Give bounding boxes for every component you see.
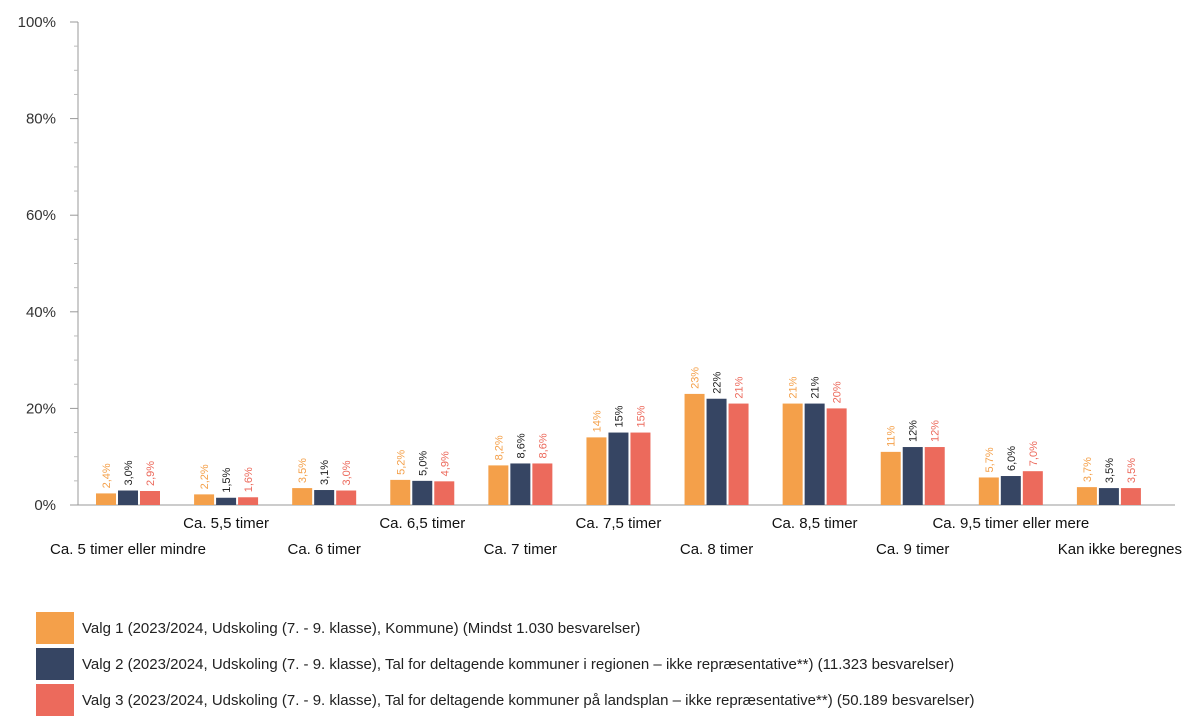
y-tick-label: 20% — [26, 400, 56, 417]
bar — [586, 437, 607, 505]
legend-swatch — [36, 684, 74, 716]
bar — [510, 463, 531, 505]
legend-item-valg-1: Valg 1 (2023/2024, Udskoling (7. - 9. kl… — [36, 610, 974, 646]
bar — [782, 403, 803, 505]
y-tick-label: 100% — [18, 14, 56, 31]
category-label: Ca. 7 timer — [484, 541, 557, 558]
data-label: 14% — [591, 410, 603, 432]
data-label: 23% — [690, 367, 702, 389]
data-label: 1,5% — [221, 467, 233, 492]
bar — [96, 493, 116, 505]
data-label: 3,7% — [1082, 457, 1094, 482]
data-label: 2,9% — [145, 461, 157, 486]
data-label: 2,4% — [101, 463, 113, 488]
legend-swatch — [36, 612, 74, 644]
bar — [488, 465, 509, 505]
bar — [1076, 487, 1097, 505]
bar — [1120, 488, 1141, 505]
data-label: 2,2% — [199, 464, 211, 489]
data-label: 7,0% — [1028, 441, 1040, 466]
data-label: 6,0% — [1006, 446, 1018, 471]
data-label: 1,6% — [243, 467, 255, 492]
category-label: Kan ikke beregnes — [1058, 541, 1182, 558]
data-label: 15% — [635, 405, 647, 427]
data-label: 8,6% — [537, 433, 549, 458]
bar — [924, 447, 945, 505]
data-label: 3,5% — [1126, 458, 1138, 483]
bar — [216, 497, 237, 505]
bar — [728, 403, 749, 505]
data-label: 21% — [810, 376, 822, 398]
bar — [978, 477, 999, 505]
data-label: 12% — [930, 420, 942, 442]
y-tick-label: 0% — [34, 497, 56, 514]
bar — [608, 432, 629, 505]
bar — [630, 432, 651, 505]
category-label: Ca. 8 timer — [680, 541, 753, 558]
data-label: 12% — [908, 420, 920, 442]
bar — [706, 398, 727, 505]
bar — [880, 451, 901, 505]
bar — [314, 490, 335, 505]
category-label: Ca. 9 timer — [876, 541, 949, 558]
bar — [1000, 476, 1021, 505]
bar — [118, 490, 138, 505]
bar — [292, 488, 313, 505]
legend-item-valg-2: Valg 2 (2023/2024, Udskoling (7. - 9. kl… — [36, 646, 974, 682]
data-label: 3,1% — [319, 460, 331, 485]
data-label: 21% — [734, 376, 746, 398]
data-label: 3,0% — [123, 460, 135, 485]
category-label: Ca. 7,5 timer — [576, 515, 662, 532]
data-label: 5,0% — [417, 451, 429, 476]
bar — [390, 479, 411, 505]
data-label: 3,5% — [297, 458, 309, 483]
category-label: Ca. 5 timer eller mindre — [50, 541, 206, 558]
y-tick-label: 80% — [26, 111, 56, 128]
data-label: 22% — [712, 372, 724, 394]
data-label: 4,9% — [439, 451, 451, 476]
category-label: Ca. 9,5 timer eller mere — [932, 515, 1089, 532]
bar-chart: 0% 20% 40% 60% 80% 100% 2,4% 3,0% 2,9% Ca. 5 time… — [18, 14, 1182, 558]
legend: Valg 1 (2023/2024, Udskoling (7. - 9. kl… — [36, 610, 974, 718]
bar — [826, 408, 847, 505]
bar — [434, 481, 455, 505]
data-label: 15% — [613, 405, 625, 427]
data-label: 20% — [832, 381, 844, 403]
data-label: 8,2% — [493, 435, 505, 460]
legend-label: Valg 1 (2023/2024, Udskoling (7. - 9. kl… — [82, 619, 641, 637]
bar — [140, 490, 160, 505]
data-label: 8,6% — [515, 433, 527, 458]
bar — [532, 463, 553, 505]
bar — [804, 403, 825, 505]
category-label: Ca. 8,5 timer — [772, 515, 858, 532]
category-label: Ca. 6,5 timer — [379, 515, 465, 532]
legend-swatch — [36, 648, 74, 680]
bar — [336, 490, 357, 505]
legend-label: Valg 2 (2023/2024, Udskoling (7. - 9. kl… — [82, 655, 955, 673]
bar — [412, 480, 433, 505]
legend-item-valg-3: Valg 3 (2023/2024, Udskoling (7. - 9. kl… — [36, 682, 974, 718]
category-label: Ca. 5,5 timer — [183, 515, 269, 532]
legend-label: Valg 3 (2023/2024, Udskoling (7. - 9. kl… — [82, 691, 975, 709]
y-tick-label: 40% — [26, 304, 56, 321]
bar — [194, 494, 215, 505]
category-label: Ca. 6 timer — [288, 541, 361, 558]
data-label: 5,7% — [984, 447, 996, 472]
data-label: 3,5% — [1104, 458, 1116, 483]
bar — [1098, 488, 1119, 505]
bar — [684, 393, 705, 505]
y-tick-label: 60% — [26, 207, 56, 224]
data-label: 21% — [788, 376, 800, 398]
data-label: 3,0% — [341, 460, 353, 485]
bar — [902, 447, 923, 505]
bar — [238, 497, 259, 505]
bar — [1022, 471, 1043, 505]
data-label: 11% — [886, 425, 898, 446]
data-label: 5,2% — [395, 450, 407, 475]
